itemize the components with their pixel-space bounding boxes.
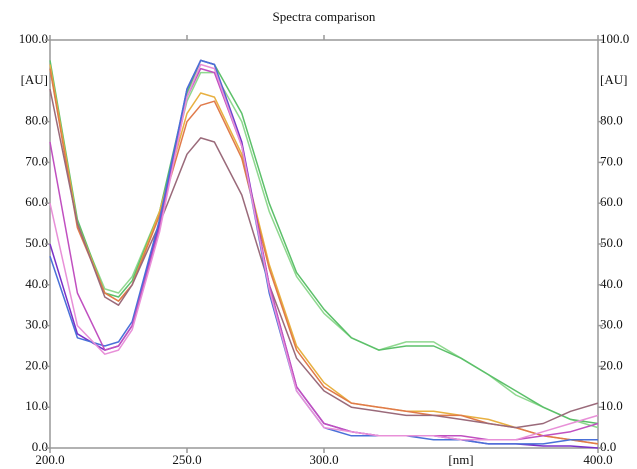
y2-tick-label: 20.0 [600,357,623,372]
y2-tick-label: 0.0 [600,439,616,454]
y2-tick-label: 30.0 [600,317,623,332]
y2-tick-label: 60.0 [600,194,623,209]
y-tick-label: 100.0 [19,31,48,46]
y-tick-label: 30.0 [25,317,48,332]
x-axis-label: [nm] [448,452,473,467]
spectrum-line [49,68,599,429]
spectrum-line [49,67,599,441]
chart-title: Spectra comparison [273,9,376,24]
y-tick-label: 20.0 [25,357,48,372]
y2-tick-label: 80.0 [600,113,623,128]
y2-axis-label: [AU] [600,72,627,87]
spectrum-line [49,88,599,429]
spectrum-line [49,68,599,445]
y-tick-label: 80.0 [25,113,48,128]
y2-tick-label: 70.0 [600,153,623,168]
x-tick-label: 400.0 [583,452,612,467]
y2-tick-label: 50.0 [600,235,623,250]
y2-tick-label: 10.0 [600,398,623,413]
y-tick-label: 10.0 [25,398,48,413]
y-tick-label: 70.0 [25,153,48,168]
y-tick-label: 50.0 [25,235,48,250]
y2-tick-label: 40.0 [600,276,623,291]
y-tick-label: 40.0 [25,276,48,291]
y-axis-label: [AU] [21,72,48,87]
y-tick-label: 0.0 [32,439,48,454]
spectrum-line [49,59,599,425]
spectrum-line [49,63,599,441]
y-tick-label: 60.0 [25,194,48,209]
x-tick-label: 300.0 [309,452,338,467]
y2-tick-label: 100.0 [600,31,629,46]
x-tick-label: 250.0 [172,452,201,467]
x-tick-label: 200.0 [35,452,64,467]
